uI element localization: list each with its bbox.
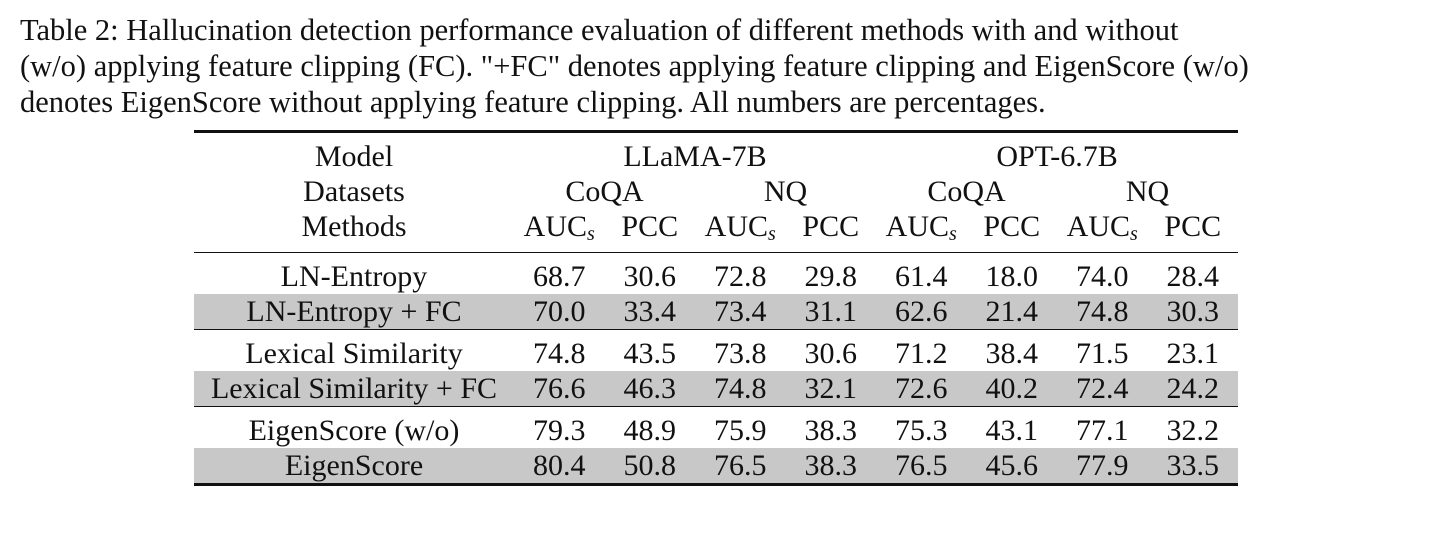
score-cell: 43.1	[966, 406, 1057, 448]
results-table: Model LLaMA-7B OPT-6.7B Datasets CoQA NQ…	[194, 130, 1239, 486]
score-cell: 38.4	[966, 329, 1057, 371]
score-cell: 30.3	[1147, 294, 1239, 330]
metric-header: PCC	[1164, 209, 1222, 243]
method-name: LN-Entropy + FC	[194, 294, 514, 330]
table-caption: Table 2: Hallucination detection perform…	[20, 12, 1418, 120]
metric-header: PCC	[621, 209, 679, 243]
score-cell: 74.8	[695, 371, 786, 407]
score-cell: 70.0	[514, 294, 605, 330]
header-row-model: Model LLaMA-7B OPT-6.7B	[194, 130, 1239, 174]
score-cell: 68.7	[514, 252, 605, 294]
method-name: EigenScore (w/o)	[194, 406, 514, 448]
caption-line-1: Table 2: Hallucination detection perform…	[20, 13, 1179, 47]
score-cell: 75.3	[876, 406, 967, 448]
score-cell: 71.5	[1057, 329, 1148, 371]
table-row: LN-Entropy 68.7 30.6 72.8 29.8 61.4 18.0 74.0 28…	[194, 252, 1239, 294]
score-cell: 40.2	[966, 371, 1057, 407]
score-cell: 72.4	[1057, 371, 1148, 407]
table-row: Lexical Similarity 74.8 43.5 73.8 30.6 71.2 38…	[194, 329, 1239, 371]
dataset-llama-coqa: CoQA	[565, 175, 644, 208]
score-cell: 62.6	[876, 294, 967, 330]
score-cell: 73.8	[695, 329, 786, 371]
dataset-llama-nq: NQ	[763, 175, 808, 208]
score-cell: 76.5	[876, 448, 967, 486]
score-cell: 48.9	[604, 406, 695, 448]
score-cell: 77.9	[1057, 448, 1148, 486]
score-cell: 74.8	[514, 329, 605, 371]
score-cell: 29.8	[785, 252, 876, 294]
score-cell: 23.1	[1147, 329, 1239, 371]
method-name: LN-Entropy	[194, 252, 514, 294]
method-name: Lexical Similarity + FC	[194, 371, 514, 407]
score-cell: 32.1	[785, 371, 876, 407]
score-cell: 33.4	[604, 294, 695, 330]
score-cell: 61.4	[876, 252, 967, 294]
model-label: Model	[194, 130, 514, 174]
score-cell: 38.3	[785, 406, 876, 448]
score-cell: 80.4	[514, 448, 605, 486]
score-cell: 79.3	[514, 406, 605, 448]
score-cell: 74.8	[1057, 294, 1148, 330]
results-table-container: Model LLaMA-7B OPT-6.7B Datasets CoQA NQ…	[194, 130, 1239, 486]
datasets-label: Datasets	[303, 175, 405, 208]
model-llama: LLaMA-7B	[514, 130, 876, 174]
score-cell: 32.2	[1147, 406, 1239, 448]
header-row-datasets: Datasets CoQA NQ CoQA NQ	[194, 174, 1238, 209]
score-cell: 45.6	[966, 448, 1057, 486]
methods-label: Methods	[301, 209, 407, 243]
score-cell: 72.6	[876, 371, 967, 407]
score-cell: 46.3	[604, 371, 695, 407]
metric-header: PCC	[802, 209, 860, 243]
score-cell: 18.0	[966, 252, 1057, 294]
table-row: EigenScore (w/o) 79.3 48.9 75.9 38.3 75.3 43.1…	[194, 406, 1239, 448]
score-cell: 31.1	[785, 294, 876, 330]
metric-header: PCC	[983, 209, 1041, 243]
score-cell: 77.1	[1057, 406, 1148, 448]
caption-line-2: (w/o) applying feature clipping (FC). "+…	[20, 49, 1249, 83]
score-cell: 76.6	[514, 371, 605, 407]
score-cell: 43.5	[604, 329, 695, 371]
metric-header: AUCs	[885, 209, 957, 245]
metric-header: AUCs	[523, 209, 595, 245]
score-cell: 24.2	[1147, 371, 1239, 407]
score-cell: 72.8	[695, 252, 786, 294]
dataset-opt-coqa: CoQA	[927, 175, 1006, 208]
score-cell: 21.4	[966, 294, 1057, 330]
score-cell: 30.6	[785, 329, 876, 371]
metric-header: AUCs	[704, 209, 776, 245]
table-row: Lexical Similarity + FC 76.6 46.3 74.8 32.1 7…	[194, 371, 1239, 407]
score-cell: 75.9	[695, 406, 786, 448]
score-cell: 28.4	[1147, 252, 1239, 294]
table-row: LN-Entropy + FC 70.0 33.4 73.4 31.1 62.6 21.4 7…	[194, 294, 1239, 330]
score-cell: 50.8	[604, 448, 695, 486]
score-cell: 71.2	[876, 329, 967, 371]
method-name: EigenScore	[194, 448, 514, 486]
score-cell: 38.3	[785, 448, 876, 486]
metric-header: AUCs	[1066, 209, 1138, 245]
method-name: Lexical Similarity	[194, 329, 514, 371]
score-cell: 74.0	[1057, 252, 1148, 294]
header-row-methods: Methods AUCs PCC AUCs PCC AUCs PCC AUCs …	[194, 209, 1238, 253]
score-cell: 33.5	[1147, 448, 1239, 486]
score-cell: 30.6	[604, 252, 695, 294]
score-cell: 73.4	[695, 294, 786, 330]
score-cell: 76.5	[695, 448, 786, 486]
table-row: EigenScore 80.4 50.8 76.5 38.3 76.5 45.6 77.9 33…	[194, 448, 1239, 486]
caption-line-3: denotes EigenScore without applying feat…	[20, 85, 1046, 119]
model-opt: OPT-6.7B	[876, 130, 1239, 174]
dataset-opt-nq: NQ	[1125, 175, 1170, 208]
